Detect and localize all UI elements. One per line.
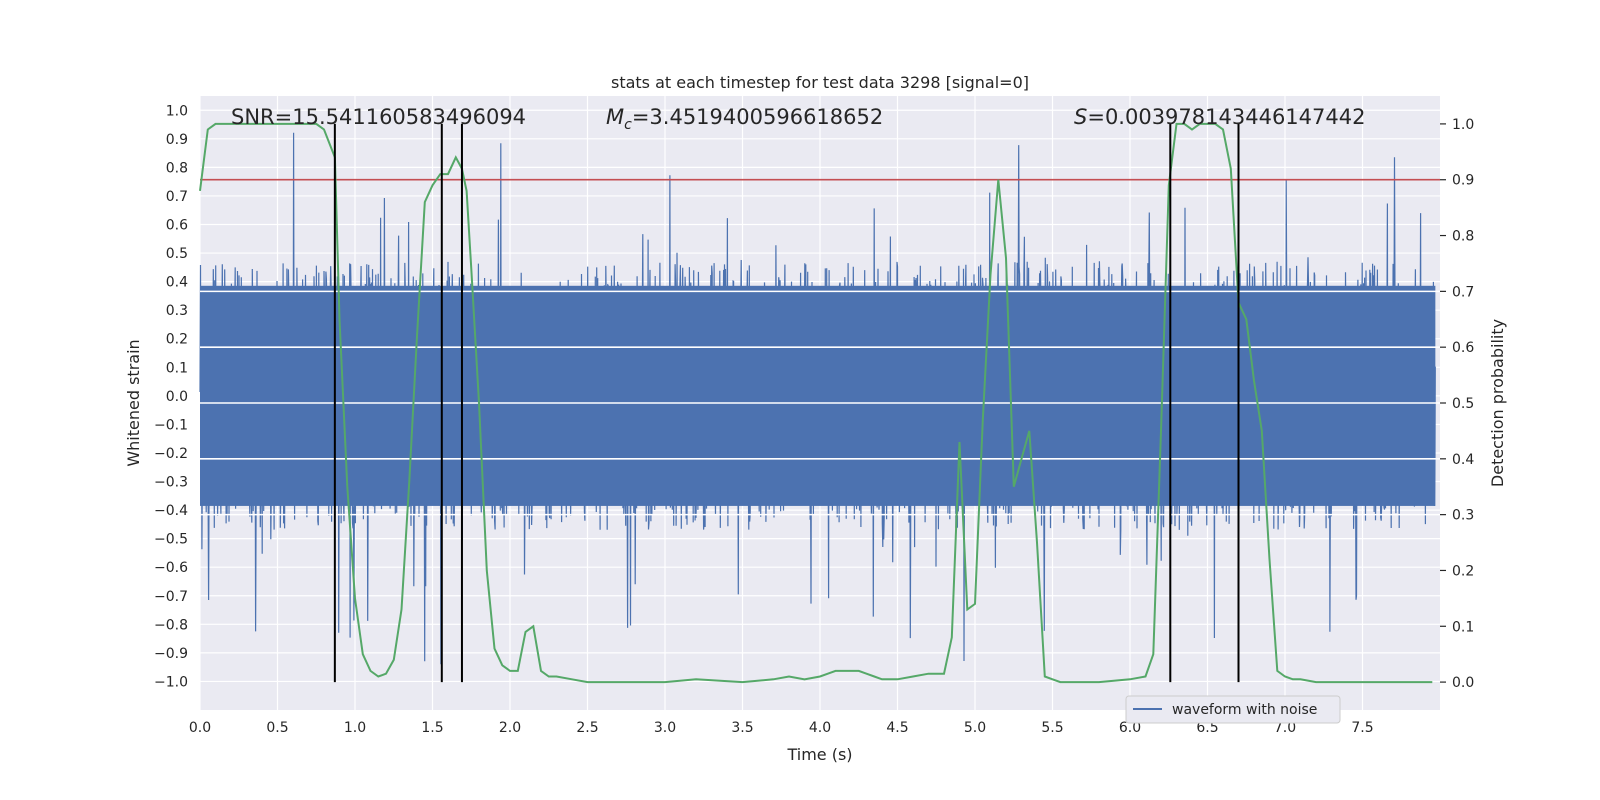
x-tick-label: 0.5	[266, 720, 288, 736]
y-right-tick-label: 0.2	[1452, 563, 1474, 579]
snr-annotation: SNR=15.541160583496094	[231, 105, 526, 129]
overlay-lines	[200, 178, 1440, 516]
legend-label: waveform with noise	[1172, 702, 1317, 718]
s-value: =0.003978143446147442	[1087, 105, 1365, 129]
x-tick-label: 3.0	[654, 720, 676, 736]
x-tick-label: 6.0	[1119, 720, 1141, 736]
waveform-core-band	[200, 285, 1436, 506]
mc-annotation: Mc=3.4519400596618652	[606, 105, 883, 133]
x-tick-label: 4.5	[886, 720, 908, 736]
y-tick-label: −0.1	[154, 417, 188, 433]
y-tick-label: −0.2	[154, 446, 188, 462]
y-tick-label: 0.9	[166, 132, 188, 148]
y-right-tick-label: 0.4	[1452, 452, 1474, 468]
chart-title: stats at each timestep for test data 329…	[611, 73, 1029, 92]
x-tick-label: 7.5	[1351, 720, 1373, 736]
legend-box	[1125, 695, 1341, 724]
y-tick-label: 0.0	[166, 389, 188, 405]
axes: 0.0 0.5 1.0 1.5 2.0 2.5 3.0 3.5 4.0 4.5 5.0 5.5 6.0 6…	[154, 103, 1474, 736]
x-tick-label: 1.5	[421, 720, 443, 736]
y-tick-label: 1.0	[166, 103, 188, 119]
y-tick-label: 0.8	[166, 160, 188, 176]
x-tick-label: 3.5	[731, 720, 753, 736]
y-axis-label: Whitened strain	[124, 339, 143, 466]
y-axis-right-label: Detection probability	[1488, 319, 1507, 487]
x-tick-label: 6.5	[1196, 720, 1218, 736]
x-tick-label: 1.0	[344, 720, 366, 736]
y-right-tick-label: 0.5	[1452, 396, 1474, 412]
s-symbol: S	[1074, 105, 1087, 129]
mc-value: =3.4519400596618652	[632, 105, 883, 129]
y-tick-label: 0.7	[166, 189, 188, 205]
x-tick-label: 2.0	[499, 720, 521, 736]
y-tick-label: 0.6	[166, 218, 188, 234]
x-tick-label: 5.5	[1041, 720, 1063, 736]
y-tick-label: −0.9	[154, 646, 188, 662]
y-tick-label: −0.3	[154, 475, 188, 491]
mc-symbol: M	[606, 105, 624, 129]
y-tick-label: 0.3	[166, 303, 188, 319]
y-tick-label: −0.8	[154, 617, 188, 633]
x-tick-label: 4.0	[809, 720, 831, 736]
y-right-tick-label: 0.9	[1452, 173, 1474, 189]
legend: waveform with noise	[1125, 695, 1341, 724]
y-tick-label: −0.4	[154, 503, 188, 519]
y-tick-label: −0.6	[154, 560, 188, 576]
x-axis-label: Time (s)	[786, 745, 852, 764]
vertical-markers	[333, 123, 1240, 683]
y-tick-label: 0.2	[166, 332, 188, 348]
s-annotation: S=0.003978143446147442	[1074, 105, 1365, 129]
y-tick-label: 0.5	[166, 246, 188, 262]
y-right-tick-label: 0.6	[1452, 340, 1474, 356]
probability-series	[199, 122, 1433, 684]
y-right-tick-label: 0.0	[1452, 675, 1474, 691]
x-tick-label: 0.0	[189, 720, 211, 736]
y-tick-label: −0.5	[154, 532, 188, 548]
y-right-tick-label: 1.0	[1452, 117, 1474, 133]
y-tick-label: 0.1	[166, 360, 188, 376]
y-right-tick-label: 0.8	[1452, 229, 1474, 245]
y-tick-label: −0.7	[154, 589, 188, 605]
x-tick-label: 7.0	[1274, 720, 1296, 736]
waveform-series	[199, 132, 1436, 665]
y-tick-label: −1.0	[154, 674, 188, 690]
x-tick-label: 2.5	[576, 720, 598, 736]
x-tick-label: 5.0	[964, 720, 986, 736]
y-tick-label: 0.4	[166, 275, 188, 291]
mc-subscript: c	[624, 117, 632, 133]
y-right-tick-label: 0.7	[1452, 284, 1474, 300]
y-right-tick-label: 0.1	[1452, 619, 1474, 635]
probability-line	[199, 122, 1433, 684]
y-right-tick-label: 0.3	[1452, 508, 1474, 524]
